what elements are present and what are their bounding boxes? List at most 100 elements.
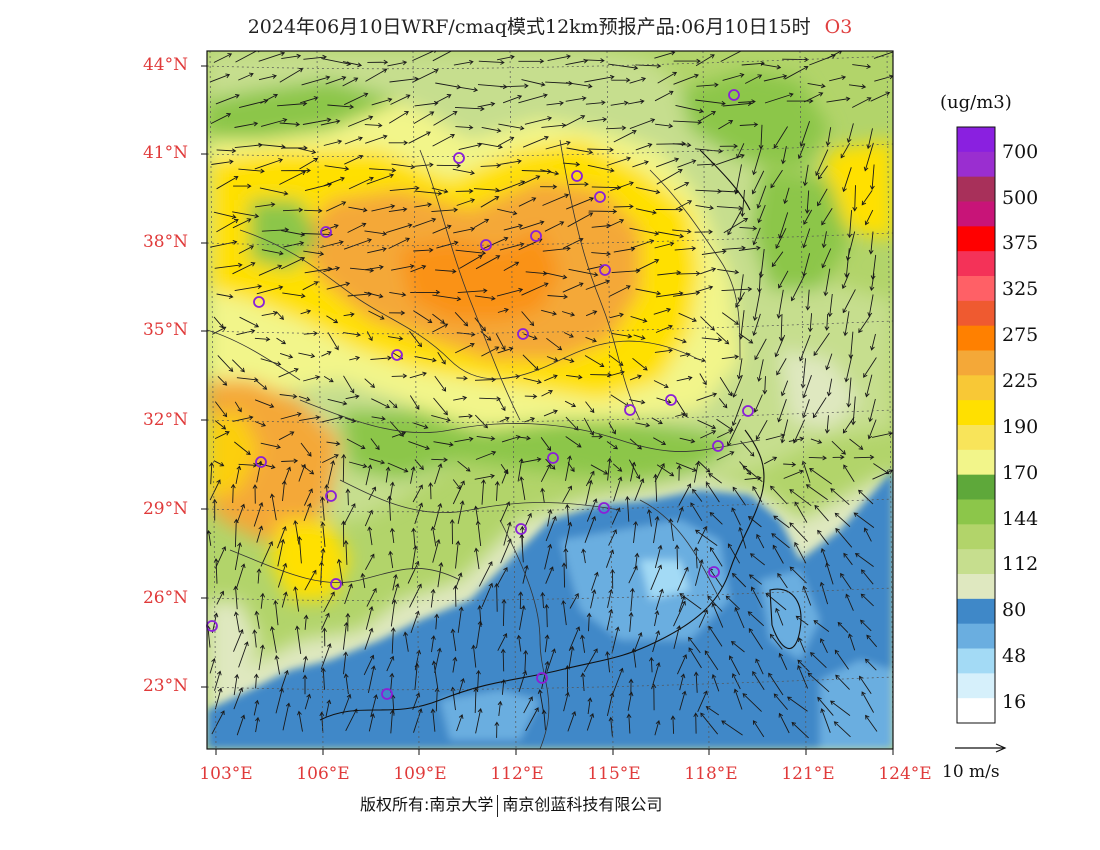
wind-arrow bbox=[273, 599, 279, 626]
wind-arrow bbox=[232, 211, 260, 219]
wind-arrow bbox=[279, 393, 298, 399]
wind-arrow bbox=[453, 585, 458, 607]
wind-arrow bbox=[496, 287, 524, 297]
wind-arrow bbox=[432, 51, 453, 62]
wind-arrow bbox=[524, 394, 538, 399]
wind-arrow bbox=[541, 309, 557, 316]
title-text: 2024年06月10日WRF/cmaq模式12km预报产品:06月10日15时 bbox=[247, 16, 811, 38]
wind-arrow bbox=[607, 457, 613, 481]
wind-arrow bbox=[474, 317, 486, 332]
wind-arrow bbox=[628, 611, 634, 632]
wind-arrow bbox=[721, 286, 753, 292]
wind-arrow bbox=[846, 123, 854, 144]
wind-arrow bbox=[815, 149, 829, 177]
wind-arrow bbox=[679, 593, 702, 610]
wind-arrow bbox=[475, 450, 497, 460]
lat-label: 41°N bbox=[142, 143, 188, 163]
station-marker bbox=[665, 394, 677, 406]
wind-arrow bbox=[867, 419, 877, 440]
wind-arrow bbox=[629, 399, 646, 405]
wind-arrow bbox=[235, 563, 246, 589]
wind-arrow bbox=[569, 592, 579, 609]
wind-arrow bbox=[656, 464, 675, 477]
wind-arrow bbox=[631, 239, 655, 249]
wind-arrow bbox=[732, 486, 746, 506]
colorbar-swatch bbox=[957, 574, 995, 600]
wind-arrow bbox=[611, 626, 620, 654]
wind-arrow bbox=[366, 173, 395, 185]
wind-arrow bbox=[788, 436, 805, 442]
wind-arrow bbox=[708, 473, 722, 484]
wind-arrow bbox=[545, 566, 554, 584]
wind-arrow bbox=[544, 603, 550, 628]
wind-arrow bbox=[391, 163, 416, 170]
wind-arrow bbox=[520, 457, 542, 464]
wind-arrow bbox=[544, 374, 558, 382]
wind-arrow bbox=[214, 431, 230, 440]
wind-arrow bbox=[607, 588, 614, 608]
copyright-owner: 版权所有:南京大学 bbox=[360, 795, 494, 814]
wind-arrow bbox=[585, 470, 595, 487]
wind-arrow bbox=[742, 465, 763, 483]
wind-arrow bbox=[364, 122, 383, 128]
wind-arrow bbox=[480, 236, 509, 251]
wind-arrow bbox=[697, 690, 708, 712]
wind-arrow bbox=[255, 380, 268, 390]
wind-arrow bbox=[500, 648, 506, 672]
wind-arrow bbox=[650, 564, 663, 591]
wind-arrow bbox=[320, 547, 326, 564]
station-marker bbox=[547, 452, 559, 464]
colorbar-label: 325 bbox=[1002, 278, 1039, 300]
wind-arrow bbox=[541, 709, 547, 731]
wind-arrow bbox=[566, 197, 595, 210]
wind-arrow bbox=[413, 111, 435, 124]
wind-arrow bbox=[679, 673, 686, 691]
wind-arrow bbox=[866, 128, 873, 150]
wind-arrow bbox=[258, 644, 265, 671]
wind-arrow bbox=[585, 479, 593, 506]
wind-arrow bbox=[455, 572, 463, 589]
wind-arrow bbox=[727, 208, 743, 236]
wind-arrow bbox=[676, 271, 701, 276]
wind-arrow bbox=[478, 561, 493, 587]
wind-arrow bbox=[612, 463, 623, 472]
wind-arrow bbox=[211, 710, 225, 735]
wind-arrow bbox=[781, 146, 787, 165]
colorbar-label: 375 bbox=[1002, 232, 1039, 254]
wind-arrow bbox=[454, 436, 474, 443]
wind-arrow bbox=[497, 633, 508, 651]
longitude-gridline bbox=[209, 50, 217, 750]
wind-arrow bbox=[814, 504, 829, 522]
wind-arrow bbox=[500, 83, 529, 89]
wind-arrow bbox=[473, 187, 500, 193]
wind-arrow bbox=[716, 153, 745, 166]
wind-arrow bbox=[654, 241, 675, 249]
wind-arrow bbox=[775, 607, 784, 626]
wind-arrow bbox=[494, 721, 500, 738]
wind-arrow bbox=[300, 442, 312, 457]
wind-arrow bbox=[256, 525, 264, 543]
wind-arrow bbox=[722, 245, 746, 251]
wind-arrow bbox=[740, 189, 745, 218]
wind-arrow bbox=[471, 644, 477, 668]
wind-arrow bbox=[497, 346, 514, 354]
wind-arrow bbox=[765, 433, 786, 441]
wind-arrow bbox=[690, 502, 703, 522]
wind-arrow bbox=[364, 509, 374, 527]
wind-arrow bbox=[827, 293, 833, 318]
wind-arrow bbox=[803, 92, 824, 103]
wind-arrow bbox=[861, 691, 874, 713]
wind-arrow bbox=[654, 544, 663, 569]
wind-arrow bbox=[805, 484, 828, 501]
wind-arrow bbox=[795, 615, 809, 626]
wind-arrow bbox=[321, 350, 332, 357]
wind-arrow bbox=[736, 358, 743, 380]
wind-arrow bbox=[414, 162, 434, 168]
wind-arrow bbox=[452, 168, 475, 176]
wind-arrow bbox=[403, 631, 409, 652]
wind-arrow bbox=[565, 82, 593, 89]
wind-arrow bbox=[413, 247, 434, 253]
wind-arrow bbox=[612, 667, 624, 695]
wind-arrow bbox=[254, 158, 284, 170]
wind-arrow bbox=[842, 289, 856, 314]
